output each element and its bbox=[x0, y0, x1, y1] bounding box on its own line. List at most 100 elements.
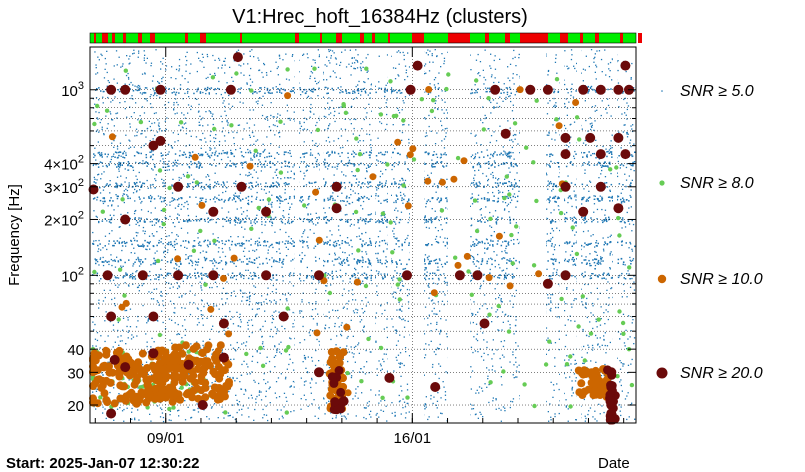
snr5-cluster-point bbox=[494, 68, 497, 70]
snr5-cluster-point bbox=[101, 173, 103, 175]
snr5-cluster-point bbox=[609, 341, 611, 344]
snr5-cluster-point bbox=[299, 342, 301, 344]
snr5-cluster-point bbox=[425, 396, 427, 398]
snr5-cluster-point bbox=[376, 412, 378, 415]
snr5-cluster-point bbox=[210, 407, 213, 409]
snr5-cluster-point bbox=[490, 240, 492, 242]
snr5-cluster-point bbox=[178, 163, 180, 165]
snr5-cluster-point bbox=[278, 153, 280, 155]
snr5-cluster-point bbox=[157, 80, 159, 83]
snr5-cluster-point bbox=[310, 111, 312, 113]
snr5-cluster-point bbox=[323, 380, 325, 382]
snr5-cluster-point bbox=[99, 121, 101, 124]
snr5-cluster-point bbox=[393, 291, 395, 293]
snr5-cluster-point bbox=[604, 242, 607, 244]
snr5-cluster-point bbox=[116, 256, 118, 258]
snr5-cluster-point bbox=[424, 306, 427, 308]
snr5-cluster-point bbox=[590, 85, 593, 88]
snr5-cluster-point bbox=[124, 282, 126, 284]
snr5-cluster-point bbox=[436, 55, 438, 58]
snr5-cluster-point bbox=[474, 135, 476, 137]
snr5-cluster-point bbox=[350, 65, 352, 67]
snr5-cluster-point bbox=[370, 84, 372, 86]
snr5-cluster-point bbox=[293, 118, 295, 120]
snr5-cluster-point bbox=[238, 64, 240, 66]
snr5-cluster-point bbox=[221, 67, 223, 69]
snr5-cluster-point bbox=[154, 252, 156, 254]
snr5-cluster-point bbox=[393, 178, 395, 180]
snr5-cluster-point bbox=[399, 334, 401, 336]
snr5-cluster-point bbox=[112, 329, 115, 331]
snr5-cluster-point bbox=[176, 112, 178, 114]
snr5-cluster-point bbox=[606, 289, 608, 291]
snr5-cluster-point bbox=[439, 236, 441, 238]
snr5-cluster-point bbox=[624, 345, 626, 347]
snr5-cluster-point bbox=[304, 254, 306, 257]
snr5-cluster-point bbox=[314, 308, 317, 310]
snr5-cluster-point bbox=[369, 144, 372, 146]
snr5-cluster-point bbox=[256, 92, 258, 94]
snr5-cluster-point bbox=[156, 250, 158, 252]
snr5-cluster-point bbox=[293, 111, 295, 113]
snr5-cluster-point bbox=[212, 233, 214, 235]
snr5-cluster-point bbox=[302, 361, 304, 363]
snr5-cluster-point bbox=[220, 184, 223, 186]
snr5-cluster-point bbox=[247, 175, 249, 177]
snr5-cluster-point bbox=[359, 283, 361, 286]
snr5-cluster-point bbox=[513, 239, 515, 241]
snr5-cluster-point bbox=[311, 356, 313, 359]
snr5-cluster-point bbox=[574, 217, 577, 219]
snr5-cluster-point bbox=[144, 73, 146, 75]
snr5-cluster-point bbox=[507, 77, 509, 79]
snr5-cluster-point bbox=[132, 169, 135, 171]
snr5-cluster-point bbox=[493, 160, 496, 162]
snr5-cluster-point bbox=[491, 307, 493, 309]
snr5-cluster-point bbox=[286, 368, 288, 370]
snr5-cluster-point bbox=[98, 221, 100, 224]
snr5-cluster-point bbox=[249, 50, 251, 52]
snr5-cluster-point bbox=[471, 193, 473, 195]
snr5-cluster-point bbox=[224, 110, 226, 112]
snr5-cluster-point bbox=[513, 193, 516, 195]
snr5-cluster-point bbox=[589, 275, 591, 277]
snr5-cluster-point bbox=[158, 304, 160, 306]
snr5-cluster-point bbox=[236, 131, 238, 134]
snr5-cluster-point bbox=[329, 230, 331, 232]
snr5-cluster-point bbox=[484, 114, 486, 117]
snr5-cluster-point bbox=[558, 316, 561, 318]
snr5-cluster-point bbox=[397, 210, 399, 212]
snr5-cluster-point bbox=[202, 340, 204, 342]
snr5-cluster-point bbox=[549, 297, 552, 299]
snr5-cluster-point bbox=[492, 155, 494, 158]
snr5-cluster-point bbox=[365, 231, 367, 234]
snr5-cluster-point bbox=[142, 243, 144, 245]
snr5-cluster-point bbox=[515, 342, 517, 344]
snr5-cluster-point bbox=[315, 349, 317, 352]
snr5-cluster-point bbox=[425, 226, 428, 229]
snr5-cluster-point bbox=[327, 128, 329, 130]
snr5-cluster-point bbox=[292, 285, 295, 287]
snr5-cluster-point bbox=[100, 335, 102, 337]
snr5-cluster-point bbox=[392, 326, 394, 328]
snr5-cluster-point bbox=[288, 235, 290, 238]
snr5-cluster-point bbox=[174, 307, 176, 309]
snr5-cluster-point bbox=[177, 333, 179, 335]
snr5-cluster-point bbox=[397, 74, 399, 76]
snr5-cluster-point bbox=[352, 335, 354, 337]
snr5-cluster-point bbox=[330, 112, 332, 114]
snr5-cluster-point bbox=[106, 50, 108, 52]
snr5-cluster-point bbox=[187, 214, 190, 217]
snr5-cluster-point bbox=[350, 376, 353, 379]
snr5-cluster-point bbox=[328, 141, 331, 143]
snr5-cluster-point bbox=[189, 255, 191, 257]
snr5-cluster-point bbox=[439, 365, 442, 367]
snr5-cluster-point bbox=[547, 70, 550, 72]
snr5-cluster-point bbox=[513, 83, 515, 85]
snr5-cluster-point bbox=[95, 390, 98, 392]
snr5-cluster-point bbox=[498, 407, 500, 410]
snr5-cluster-point bbox=[226, 119, 228, 121]
snr5-cluster-point bbox=[265, 382, 267, 385]
snr5-cluster-point bbox=[617, 82, 620, 84]
snr5-cluster-point bbox=[96, 129, 99, 131]
snr5-cluster-point bbox=[558, 349, 561, 351]
